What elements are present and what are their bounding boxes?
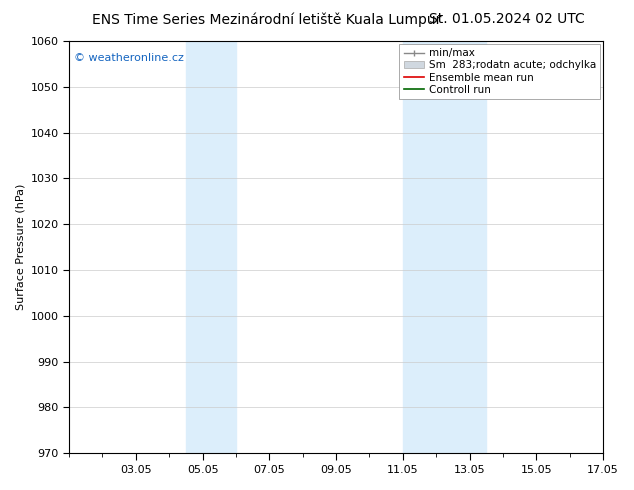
Bar xyxy=(186,41,236,453)
Text: ENS Time Series Mezinárodní letiště Kuala Lumpur: ENS Time Series Mezinárodní letiště Kual… xyxy=(91,12,441,27)
Bar xyxy=(403,41,486,453)
Text: © weatheronline.cz: © weatheronline.cz xyxy=(74,53,184,63)
Legend: min/max, Sm  283;rodatn acute; odchylka, Ensemble mean run, Controll run: min/max, Sm 283;rodatn acute; odchylka, … xyxy=(399,44,600,99)
Text: St. 01.05.2024 02 UTC: St. 01.05.2024 02 UTC xyxy=(429,12,585,26)
Y-axis label: Surface Pressure (hPa): Surface Pressure (hPa) xyxy=(15,184,25,310)
